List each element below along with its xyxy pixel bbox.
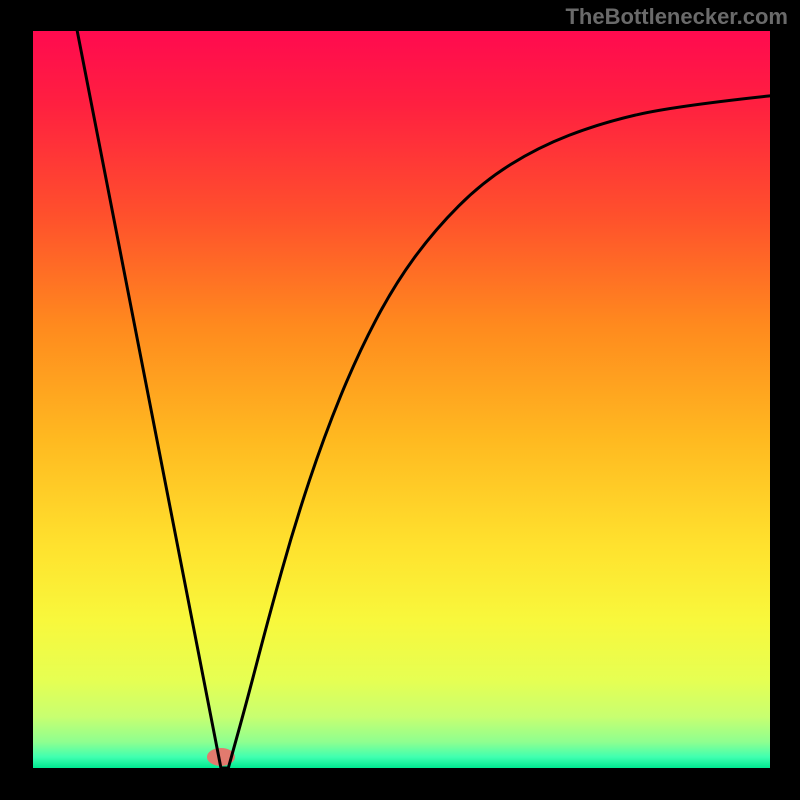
watermark: TheBottlenecker.com (565, 4, 788, 30)
bottleneck-chart (0, 0, 800, 800)
chart-container: TheBottlenecker.com (0, 0, 800, 800)
plot-area (33, 31, 770, 768)
